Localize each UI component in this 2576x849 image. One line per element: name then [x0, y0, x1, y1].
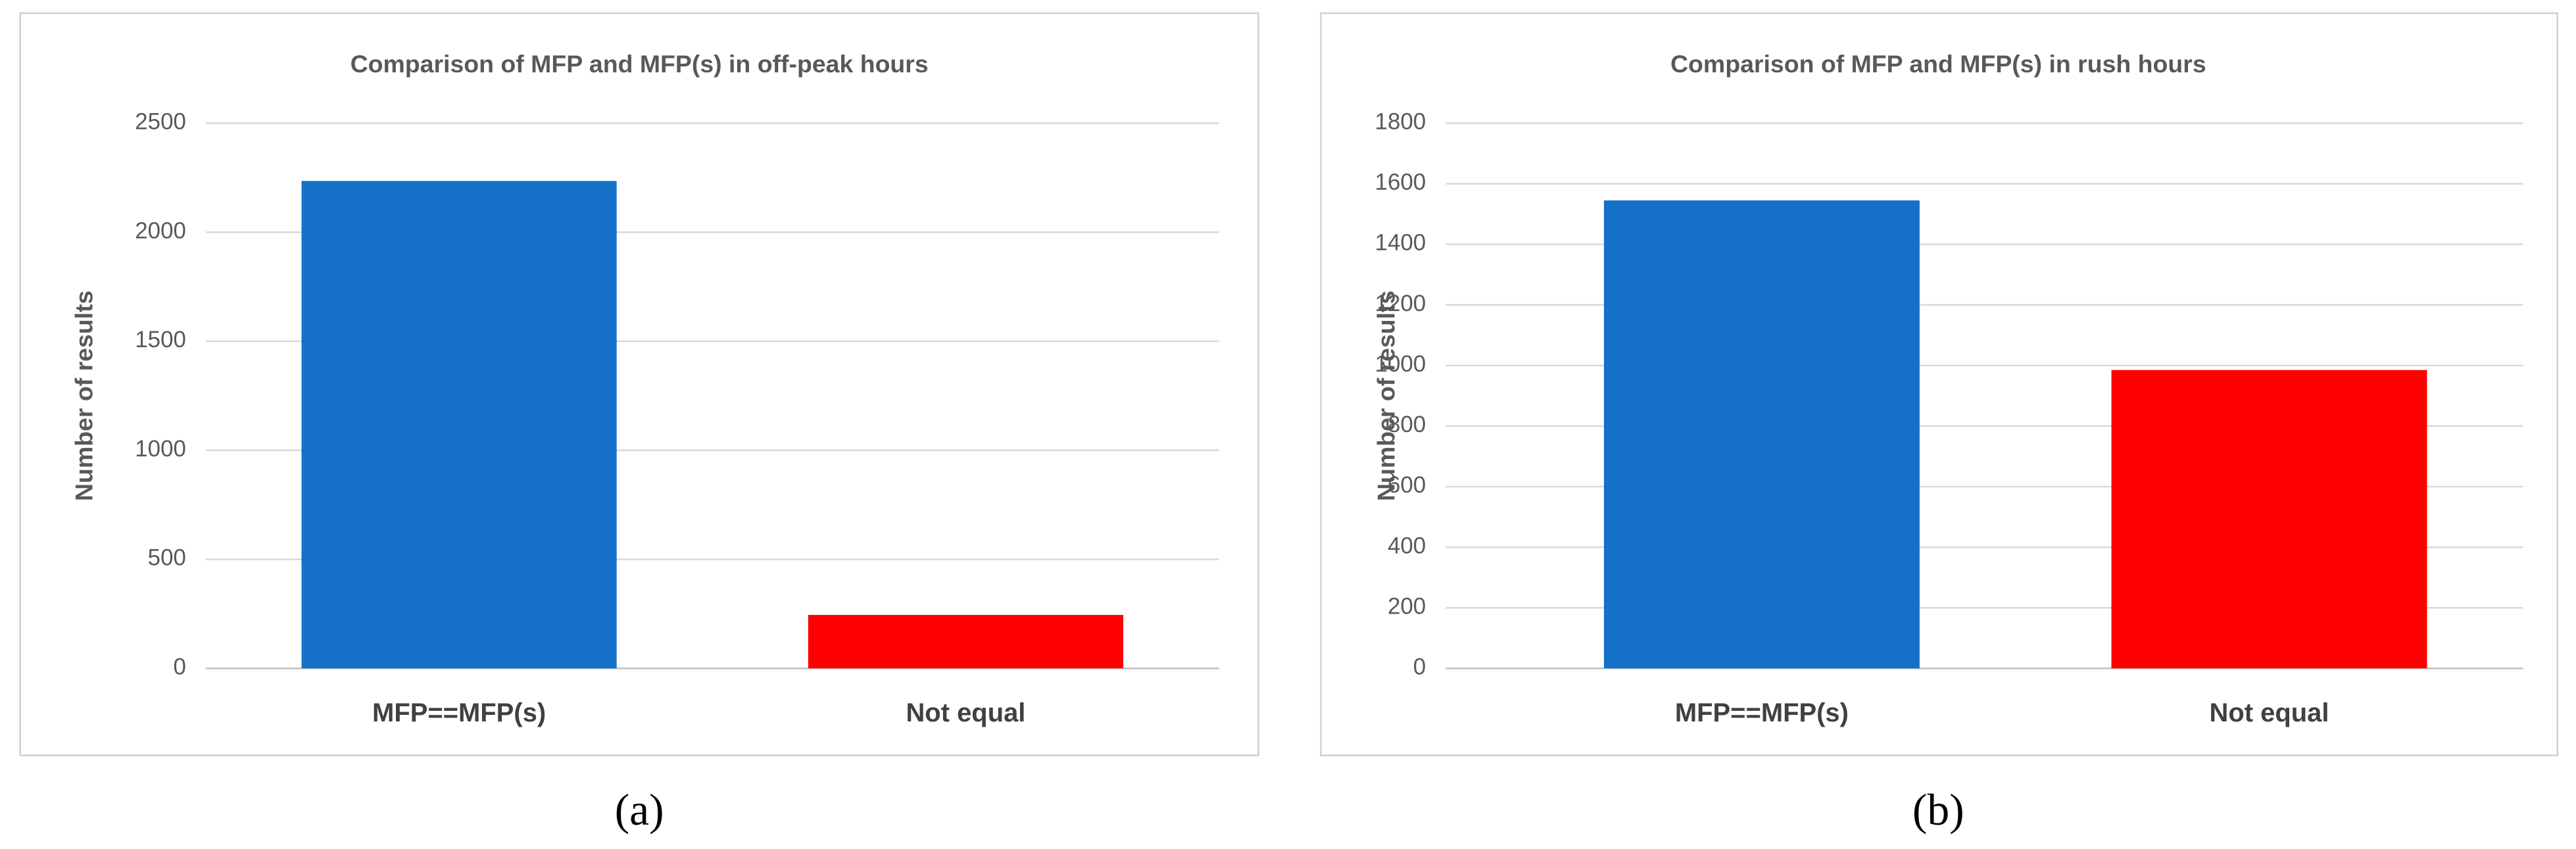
- bar: [301, 181, 617, 669]
- y-tick-label: 2500: [135, 109, 186, 135]
- x-tick-label: Not equal: [906, 698, 1025, 727]
- y-tick-label: 1400: [1375, 230, 1426, 256]
- bar: [2111, 370, 2427, 669]
- y-tick-label: 0: [1413, 654, 1426, 680]
- y-tick-label: 0: [174, 654, 186, 680]
- y-tick-label: 600: [1388, 472, 1426, 498]
- y-tick-label: 1000: [1375, 351, 1426, 377]
- bar: [808, 615, 1124, 669]
- x-tick-label: Not equal: [2210, 698, 2329, 727]
- y-tick-label: 200: [1388, 593, 1426, 619]
- caption: (b): [1912, 785, 1964, 835]
- y-tick-label: 1000: [135, 436, 186, 462]
- y-axis-label: Number of results: [1373, 291, 1400, 501]
- x-tick-label: MFP==MFP(s): [1675, 698, 1849, 727]
- y-tick-label: 1800: [1375, 109, 1426, 135]
- caption: (a): [615, 785, 664, 835]
- y-tick-label: 1200: [1375, 291, 1426, 316]
- x-tick-label: MFP==MFP(s): [372, 698, 546, 727]
- chart-title: Comparison of MFP and MFP(s) in rush hou…: [1670, 50, 2206, 78]
- y-tick-label: 800: [1388, 412, 1426, 437]
- bar: [1603, 200, 1920, 669]
- y-tick-label: 1500: [135, 327, 186, 352]
- y-tick-label: 400: [1388, 533, 1426, 558]
- chart-title: Comparison of MFP and MFP(s) in off-peak…: [351, 50, 929, 78]
- y-tick-label: 500: [148, 545, 186, 571]
- y-tick-label: 2000: [135, 218, 186, 243]
- y-axis-label: Number of results: [70, 291, 98, 501]
- y-tick-label: 1600: [1375, 170, 1426, 195]
